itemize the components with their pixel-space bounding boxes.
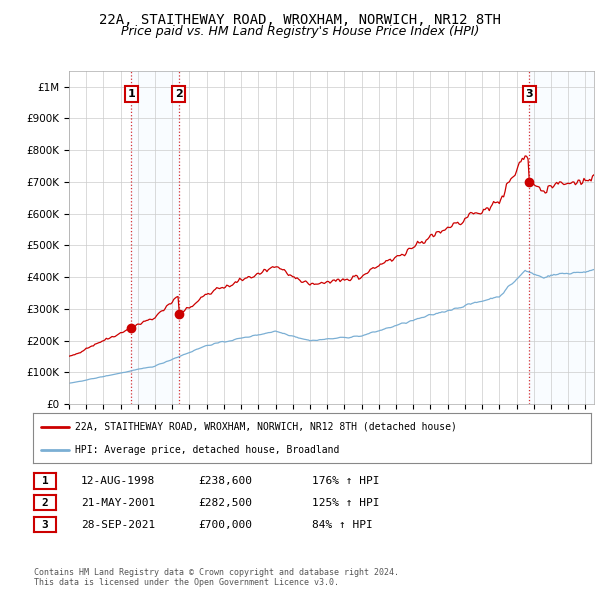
Text: 2: 2 (41, 498, 49, 507)
Text: 3: 3 (41, 520, 49, 529)
Text: £700,000: £700,000 (198, 520, 252, 529)
Text: Price paid vs. HM Land Registry's House Price Index (HPI): Price paid vs. HM Land Registry's House … (121, 25, 479, 38)
Text: 12-AUG-1998: 12-AUG-1998 (81, 476, 155, 486)
Text: 1: 1 (127, 89, 135, 99)
Bar (131, 71, 179, 404)
Text: HPI: Average price, detached house, Broadland: HPI: Average price, detached house, Broa… (75, 445, 339, 455)
Text: 1: 1 (41, 476, 49, 486)
Text: 176% ↑ HPI: 176% ↑ HPI (312, 476, 380, 486)
Text: 2: 2 (175, 89, 182, 99)
Text: 21-MAY-2001: 21-MAY-2001 (81, 498, 155, 507)
Text: 125% ↑ HPI: 125% ↑ HPI (312, 498, 380, 507)
Text: 3: 3 (526, 89, 533, 99)
Text: 22A, STAITHEWAY ROAD, WROXHAM, NORWICH, NR12 8TH (detached house): 22A, STAITHEWAY ROAD, WROXHAM, NORWICH, … (75, 421, 457, 431)
Text: 84% ↑ HPI: 84% ↑ HPI (312, 520, 373, 529)
Text: £238,600: £238,600 (198, 476, 252, 486)
Bar (529, 71, 594, 404)
Text: 22A, STAITHEWAY ROAD, WROXHAM, NORWICH, NR12 8TH: 22A, STAITHEWAY ROAD, WROXHAM, NORWICH, … (99, 13, 501, 27)
Text: 28-SEP-2021: 28-SEP-2021 (81, 520, 155, 529)
Text: Contains HM Land Registry data © Crown copyright and database right 2024.
This d: Contains HM Land Registry data © Crown c… (34, 568, 399, 587)
Text: £282,500: £282,500 (198, 498, 252, 507)
